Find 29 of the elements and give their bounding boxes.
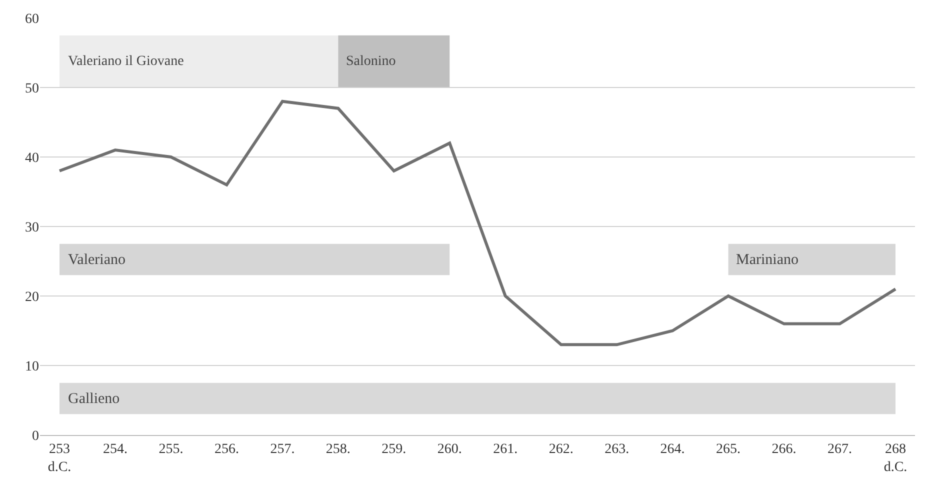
y-tick-label: 60 xyxy=(25,12,39,27)
band-label: Gallieno xyxy=(68,391,120,407)
y-tick-label: 0 xyxy=(32,428,39,444)
x-tick-label: 267. xyxy=(828,442,852,457)
x-tick-label: 266. xyxy=(772,442,796,457)
x-tick-label: 263. xyxy=(604,442,630,457)
band-label: Salonino xyxy=(346,54,396,69)
x-tick-label: 261. xyxy=(493,442,518,457)
y-tick-label: 20 xyxy=(25,290,39,305)
x-tick-label: 259. xyxy=(382,442,406,457)
x-tick-label: 256. xyxy=(214,442,239,457)
x-tick-label: 254. xyxy=(102,442,128,457)
band-label: Valeriano xyxy=(68,252,126,268)
x-tick-label: 253 d.C. xyxy=(48,442,72,475)
y-tick-label: 40 xyxy=(25,150,39,166)
x-tick-label: 260. xyxy=(437,442,462,457)
band-label: Mariniano xyxy=(736,252,798,268)
x-tick-label: 258. xyxy=(326,442,350,457)
y-tick-label: 30 xyxy=(25,220,39,236)
x-tick-label: 262. xyxy=(548,442,574,457)
x-tick-label: 265. xyxy=(716,442,741,457)
x-tick-label: 257. xyxy=(270,442,295,457)
y-tick-label: 50 xyxy=(25,81,39,96)
x-tick-label: 268 d.C. xyxy=(884,442,908,475)
band-label: Valeriano il Giovane xyxy=(68,54,184,69)
x-tick-label: 255. xyxy=(158,442,184,457)
line-series xyxy=(58,100,897,346)
y-tick-label: 10 xyxy=(25,359,39,374)
x-tick-label: 264. xyxy=(660,442,685,457)
